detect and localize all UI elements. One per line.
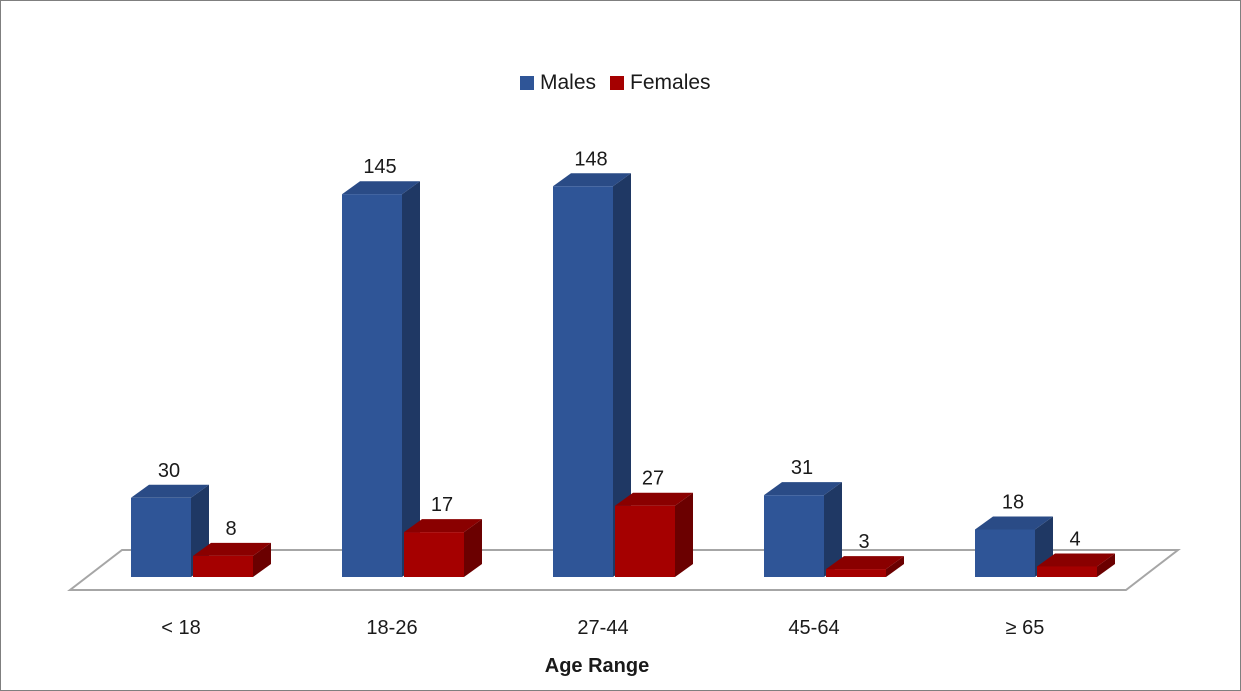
bar-side-females-4 bbox=[1097, 553, 1115, 577]
bar-side-females-3 bbox=[886, 556, 904, 577]
bar-front-males-0 bbox=[131, 497, 191, 577]
bar-top-males-4 bbox=[975, 516, 1053, 530]
bar-females-3 bbox=[826, 556, 904, 577]
bar-front-females-4 bbox=[1037, 566, 1097, 577]
legend-item-males: Males bbox=[520, 71, 596, 95]
data-label-females-4: 4 bbox=[1069, 528, 1080, 550]
bar-top-males-0 bbox=[131, 484, 209, 498]
data-label-females-1: 17 bbox=[431, 494, 453, 516]
legend-label-females: Females bbox=[630, 71, 711, 94]
data-label-males-0: 30 bbox=[158, 460, 180, 482]
bar-front-females-1 bbox=[404, 532, 464, 577]
bar-males-3 bbox=[764, 482, 842, 577]
bar-group: 30 8 145 17 148 27 31 3 18 4 bbox=[131, 148, 1115, 577]
x-tick-label-2: 27-44 bbox=[577, 617, 628, 639]
bar-front-males-3 bbox=[764, 495, 824, 577]
x-tick-label-4: ≥ 65 bbox=[1006, 617, 1045, 639]
bar-front-males-1 bbox=[342, 194, 402, 577]
bar-front-males-2 bbox=[553, 186, 613, 577]
bar-top-females-4 bbox=[1037, 553, 1115, 567]
legend-label-males: Males bbox=[540, 71, 597, 94]
data-label-males-3: 31 bbox=[791, 457, 813, 479]
x-axis-label: Age Range bbox=[545, 655, 649, 677]
x-tick-label-0: < 18 bbox=[161, 617, 200, 639]
legend-item-females: Females bbox=[610, 71, 711, 95]
data-label-males-4: 18 bbox=[1002, 491, 1024, 513]
bar-side-males-1 bbox=[402, 181, 420, 577]
bar-front-females-0 bbox=[193, 555, 253, 577]
bar-side-females-2 bbox=[675, 492, 693, 577]
bar-females-0 bbox=[193, 542, 271, 577]
data-label-males-2: 148 bbox=[574, 148, 607, 170]
bar-top-females-1 bbox=[404, 519, 482, 533]
bar-top-males-2 bbox=[553, 173, 631, 187]
bar-side-females-0 bbox=[253, 542, 271, 577]
data-label-females-2: 27 bbox=[642, 468, 664, 490]
bar-front-females-3 bbox=[826, 569, 886, 577]
bar-females-1 bbox=[404, 519, 482, 577]
bar-top-females-2 bbox=[615, 492, 693, 506]
bar-top-males-3 bbox=[764, 482, 842, 496]
x-tick-label-3: 45-64 bbox=[788, 617, 839, 639]
bar-top-females-3 bbox=[826, 556, 904, 570]
bar-side-females-1 bbox=[464, 519, 482, 577]
bar-front-females-2 bbox=[615, 505, 675, 577]
bar-males-1 bbox=[342, 181, 420, 577]
legend-swatch-males bbox=[520, 76, 534, 90]
bar-side-males-2 bbox=[613, 173, 631, 577]
data-label-females-0: 8 bbox=[225, 518, 236, 540]
bar-females-4 bbox=[1037, 553, 1115, 577]
category-labels: < 18 18-26 27-44 45-64 ≥ 65 bbox=[161, 617, 1044, 639]
bar-males-0 bbox=[131, 484, 209, 577]
legend-swatch-females bbox=[610, 76, 625, 90]
x-tick-label-1: 18-26 bbox=[366, 617, 417, 639]
bar-side-males-3 bbox=[824, 482, 842, 577]
data-label-males-1: 145 bbox=[363, 156, 396, 178]
bar-top-females-0 bbox=[193, 542, 271, 556]
data-label-females-3: 3 bbox=[858, 531, 869, 553]
chart-legend: Males Females bbox=[520, 68, 725, 98]
bar-males-4 bbox=[975, 516, 1053, 577]
bar-top-males-1 bbox=[342, 181, 420, 195]
bar-females-2 bbox=[615, 492, 693, 577]
bar-front-males-4 bbox=[975, 529, 1035, 577]
bar-males-2 bbox=[553, 173, 631, 577]
